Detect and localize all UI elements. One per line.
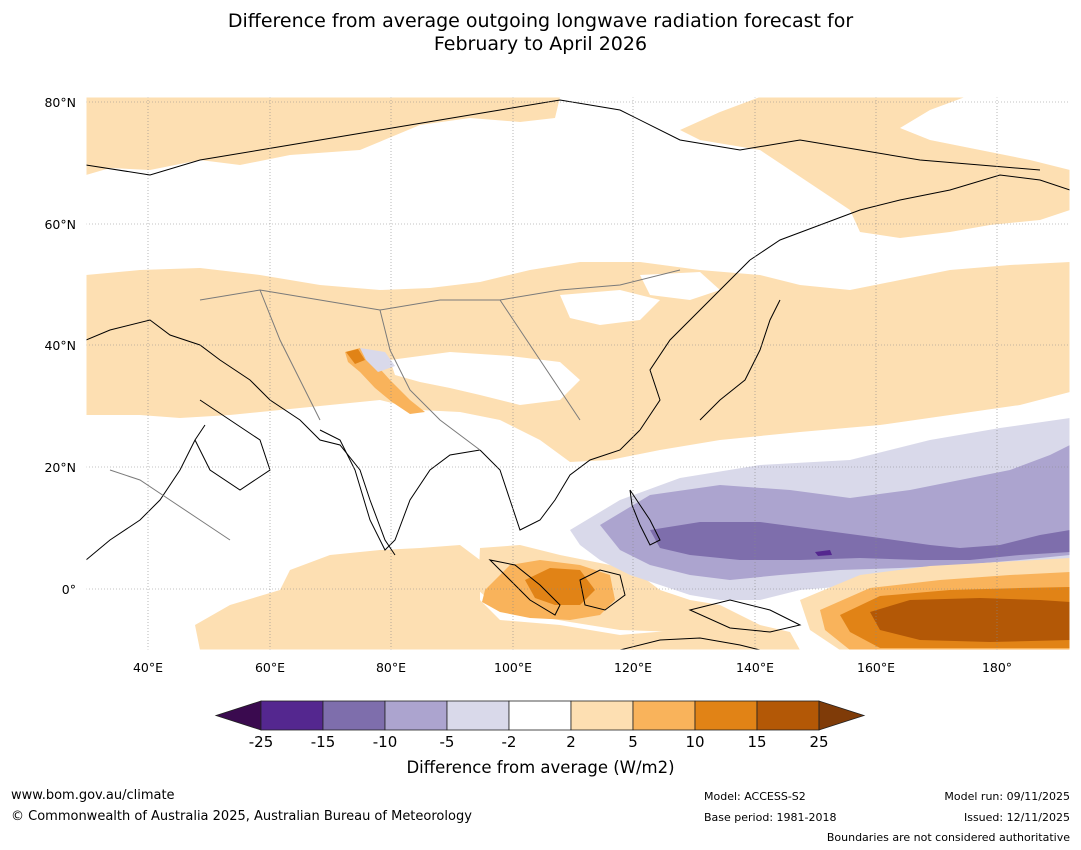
- map-panel: [85, 96, 1071, 651]
- colorbar-segment: [570, 700, 634, 731]
- lat-label-20n: 20°N: [44, 460, 76, 475]
- colorbar-segment: [632, 700, 696, 731]
- coastline-china: [639, 259, 751, 431]
- anomaly-fields: [86, 97, 1070, 650]
- coastline-australia: [619, 637, 761, 650]
- anomaly-region-arctic-east: [680, 97, 1070, 238]
- anomaly-region-pacific-peak: [815, 550, 832, 556]
- issued-date: Issued: 12/11/2025: [963, 811, 1070, 824]
- anomaly-region-tibet-neg: [360, 348, 395, 372]
- lat-label-60n: 60°N: [44, 217, 76, 232]
- anomaly-region-himalaya: [345, 348, 425, 414]
- anomaly-region-arctic-west: [86, 97, 560, 175]
- coastline-arctic: [86, 99, 1041, 176]
- colorbar-extend-low: [214, 700, 262, 731]
- lat-label-0: 0°: [61, 582, 76, 597]
- lon-label-80e: 80°E: [375, 660, 407, 675]
- colorbar-tick: 10: [685, 733, 705, 751]
- lat-label-80n: 80°N: [44, 95, 76, 110]
- gridlines: [86, 97, 1070, 650]
- colorbar-tick: -15: [310, 733, 336, 751]
- colorbar-tick: 2: [566, 733, 576, 751]
- colorbar-segment: [384, 700, 448, 731]
- colorbar-tick: -5: [439, 733, 455, 751]
- colorbar-tick: -25: [248, 733, 274, 751]
- coastline-philippines: [629, 489, 661, 546]
- colorbar-segment: [508, 700, 572, 731]
- lon-label-140e: 140°E: [735, 660, 775, 675]
- coastline-japan: [699, 299, 781, 421]
- model-name: Model: ACCESS-S2: [704, 790, 806, 803]
- lon-label-100e: 100°E: [493, 660, 533, 675]
- title-line-2: February to April 2026: [433, 33, 648, 55]
- colorbar-segment: [756, 700, 820, 731]
- website-link[interactable]: www.bom.gov.au/climate: [11, 788, 175, 803]
- map-frame: [85, 96, 1071, 651]
- anomaly-region-eurasia: [86, 262, 1070, 462]
- neutral-region-siberia: [640, 272, 720, 300]
- neutral-region-tibet: [390, 352, 580, 405]
- coastlines: [86, 99, 1070, 650]
- anomaly-region-sumatra-dark: [525, 568, 595, 605]
- neutral-region-mongolia: [560, 290, 660, 325]
- boundaries-disclaimer: Boundaries are not considered authoritat…: [826, 831, 1070, 844]
- colorbar: [214, 700, 866, 731]
- lon-label-60e: 60°E: [254, 660, 286, 675]
- colorbar-tick: 25: [809, 733, 829, 751]
- lon-label-160e: 160°E: [856, 660, 896, 675]
- colorbar-tick: 15: [747, 733, 767, 751]
- coastline-india: [319, 429, 481, 551]
- coastline-sumatra: [488, 559, 561, 616]
- lon-label-40e: 40°E: [132, 660, 164, 675]
- colorbar-tick: -2: [501, 733, 517, 751]
- chart-title: Difference from average outgoing longwav…: [0, 10, 1081, 56]
- colorbar-segment: [260, 700, 324, 731]
- anomaly-region-indian-ocean: [195, 545, 800, 650]
- coastline-borneo: [579, 569, 626, 611]
- coastline-new-guinea: [688, 599, 802, 633]
- model-run-date: Model run: 09/11/2025: [944, 790, 1070, 803]
- coastline-siberia: [749, 174, 1070, 261]
- lon-label-120e: 120°E: [613, 660, 653, 675]
- title-line-1: Difference from average outgoing longwav…: [227, 10, 854, 32]
- copyright-text: © Commonwealth of Australia 2025, Austra…: [11, 809, 472, 824]
- lat-label-40n: 40°N: [44, 338, 76, 353]
- colorbar-segment: [694, 700, 758, 731]
- colorbar-extend-high: [818, 700, 866, 731]
- lon-label-180: 180°: [981, 660, 1013, 675]
- colorbar-segment: [322, 700, 386, 731]
- colorbar-tick: -10: [372, 733, 398, 751]
- country-boundaries: [109, 269, 681, 541]
- colorbar-segment: [446, 700, 510, 731]
- anomaly-region-cpac-strongest: [870, 598, 1070, 642]
- colorbar-label: Difference from average (W/m2): [406, 758, 675, 777]
- colorbar-tick: 5: [628, 733, 638, 751]
- anomaly-region-karakoram: [346, 349, 365, 364]
- base-period: Base period: 1981-2018: [704, 811, 837, 824]
- coastline-southeast-asia: [479, 429, 641, 531]
